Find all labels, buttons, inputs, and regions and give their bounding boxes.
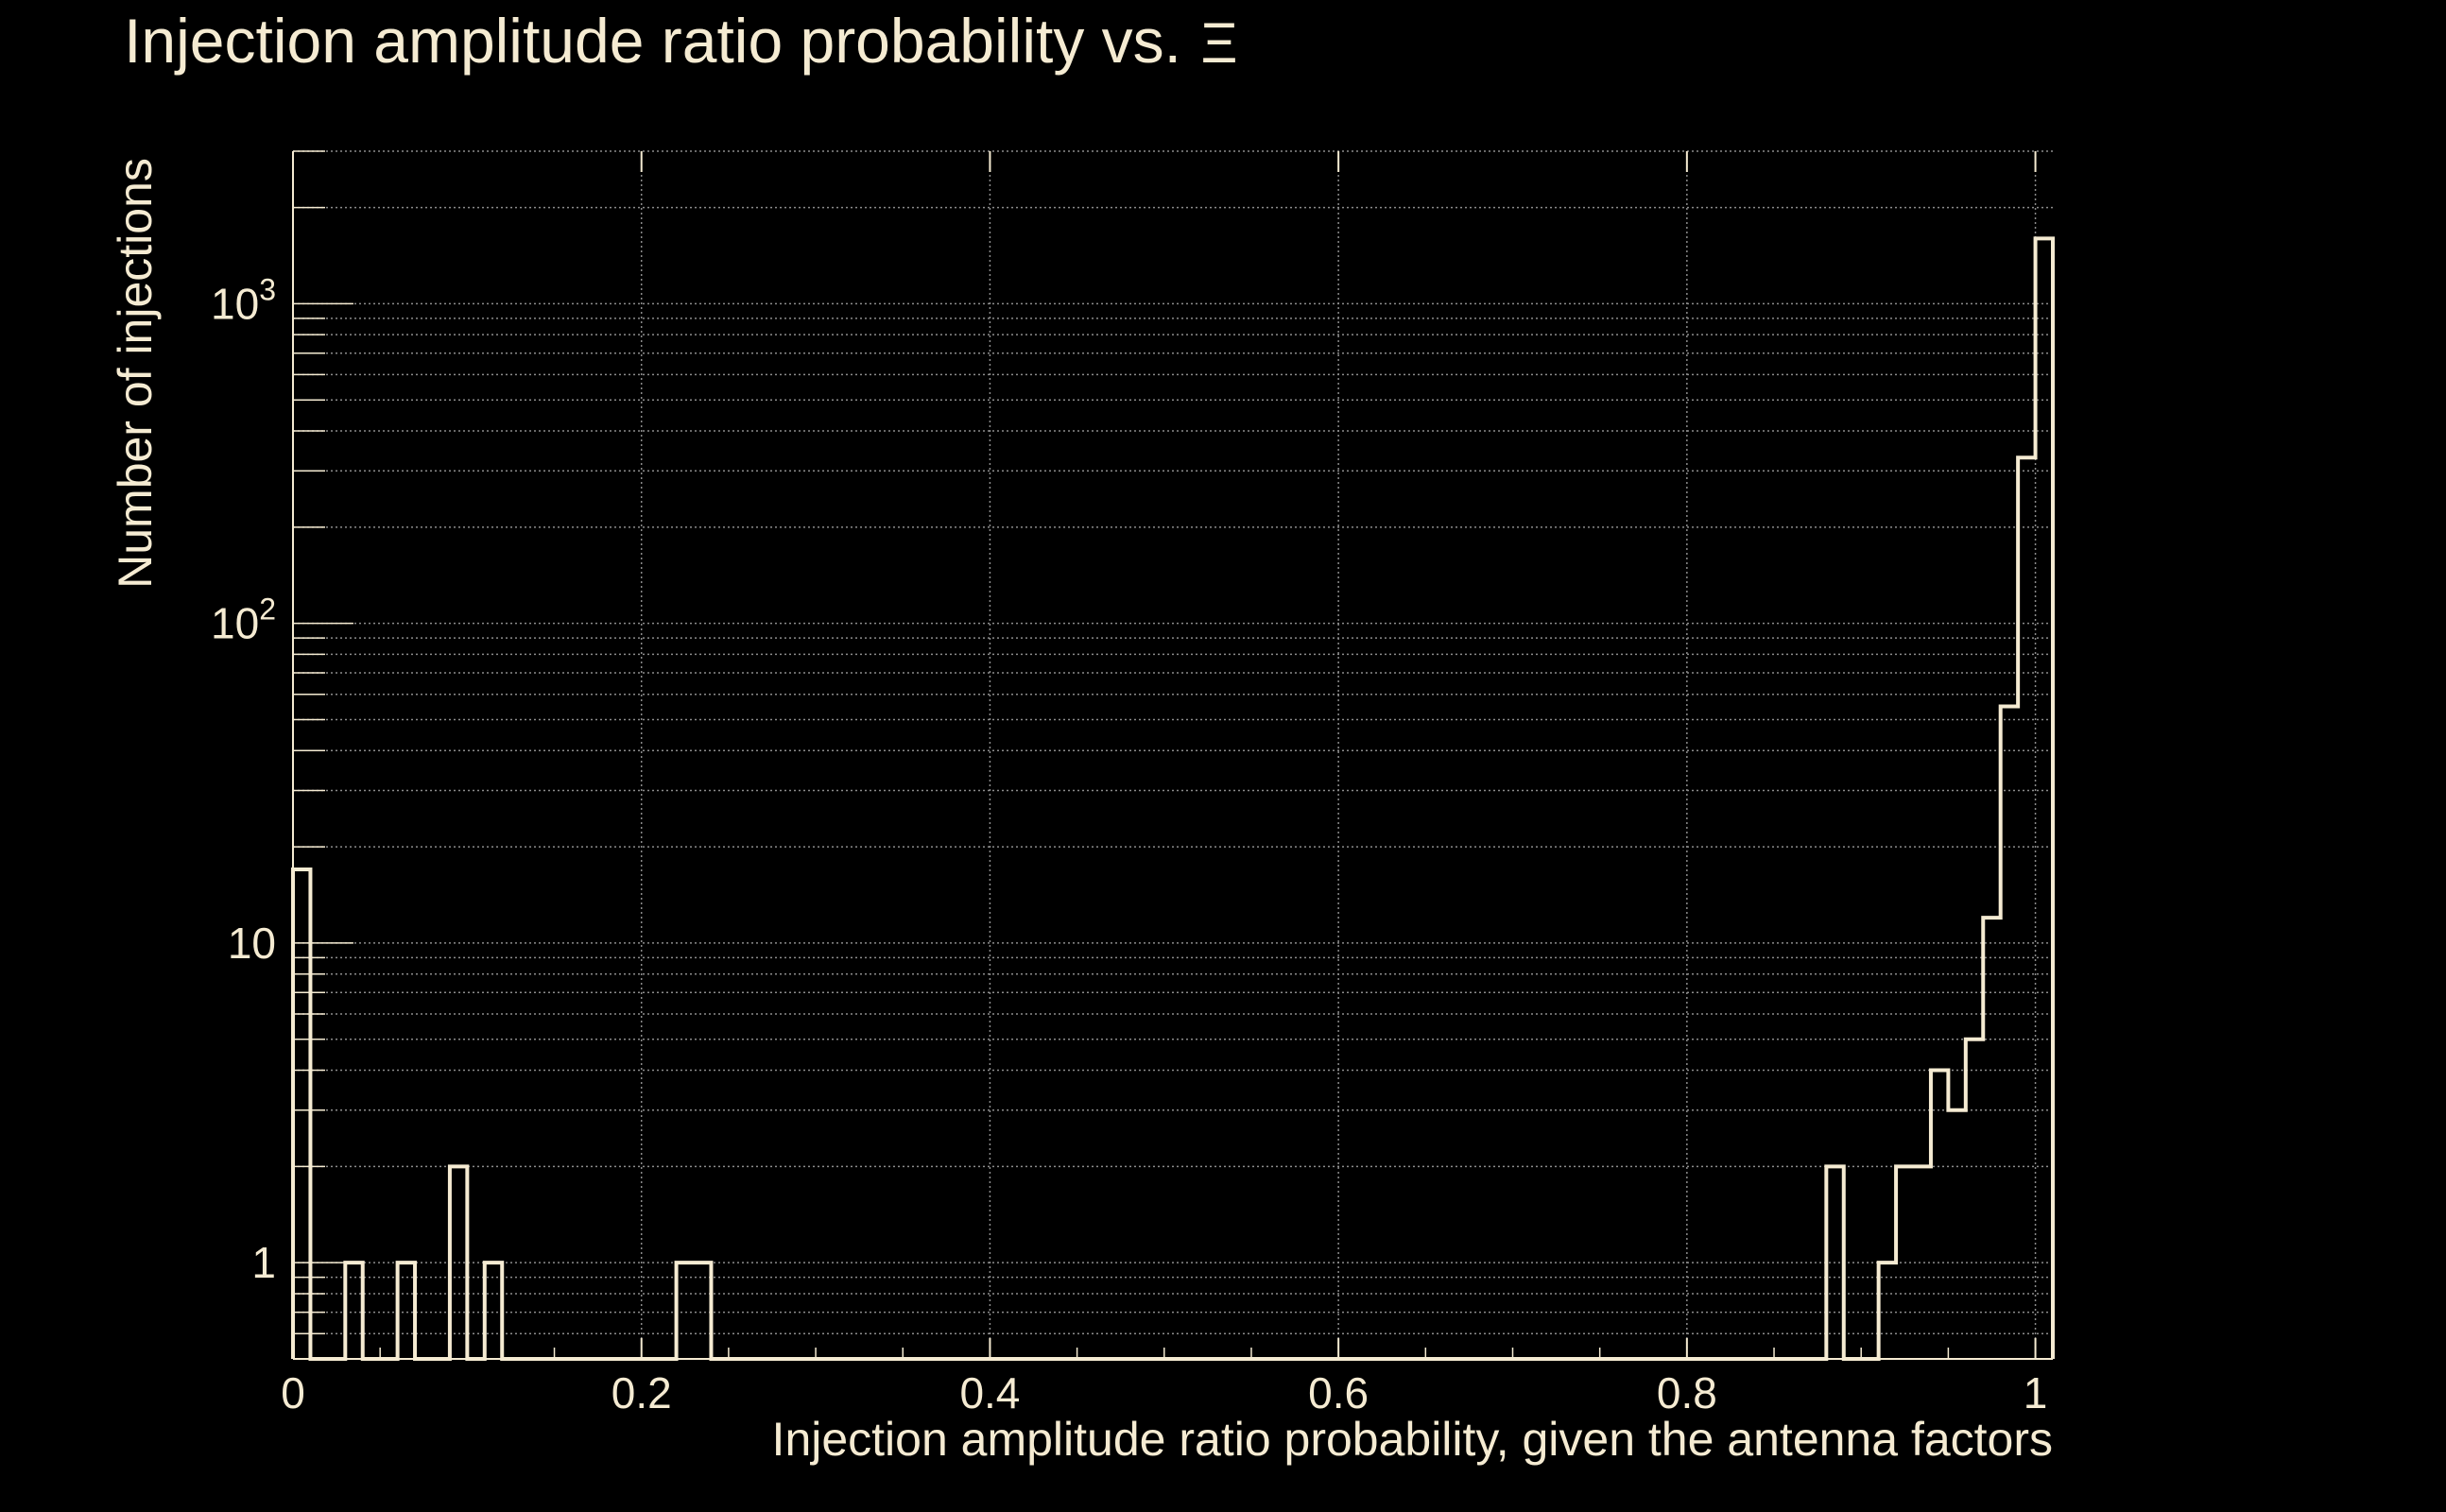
histogram-bin [1826,1166,1843,1359]
grid-lines [292,150,2053,1360]
histogram-bin [485,1263,502,1359]
histogram-bin [398,1263,415,1359]
y-tick-label: 1 [251,1238,276,1287]
x-axis-label: Injection amplitude ratio probability, g… [772,1413,2053,1466]
histogram-bin [1966,1040,1983,1359]
x-tick-label: 0.4 [959,1368,1020,1418]
histogram-bin [1983,918,2000,1359]
x-tick-label: 0.6 [1308,1368,1369,1418]
histogram-bin [1879,1263,1896,1359]
y-tick-labels: 1 10 102 103 [211,272,276,1287]
y-tick-label: 103 [211,272,276,328]
histogram-bin [694,1263,711,1359]
histogram-bin [1931,1071,1948,1359]
histogram-bin [1914,1166,1931,1359]
histogram-step-line [291,236,2055,1361]
x-tick-label: 0.2 [612,1368,672,1418]
chart-title: Injection amplitude ratio probability vs… [124,6,1181,76]
y-tick-label: 102 [211,593,276,648]
histogram-bin [1948,1110,1965,1359]
x-tick-labels: 0 0.2 0.4 0.6 0.8 1 [281,1368,2047,1418]
axes [292,151,2053,1360]
histogram-bins [293,238,2053,1359]
x-tick-label: 0 [281,1368,305,1418]
histogram-bin [1896,1166,1913,1359]
histogram-bin [293,869,310,1359]
histogram-bin [2018,457,2035,1359]
histogram-bin [2036,238,2053,1359]
histogram-bin [2001,706,2018,1359]
x-tick-label: 1 [2024,1368,2048,1418]
histogram-bin [677,1263,694,1359]
chart-title-symbol: Ξ [1201,11,1238,75]
histogram-bin [345,1263,362,1359]
y-tick-label: 10 [228,919,276,968]
axis-ticks [292,150,2037,1360]
histogram-bin [450,1166,467,1359]
x-tick-label: 0.8 [1657,1368,1717,1418]
y-axis-label: Number of injections [109,158,162,589]
